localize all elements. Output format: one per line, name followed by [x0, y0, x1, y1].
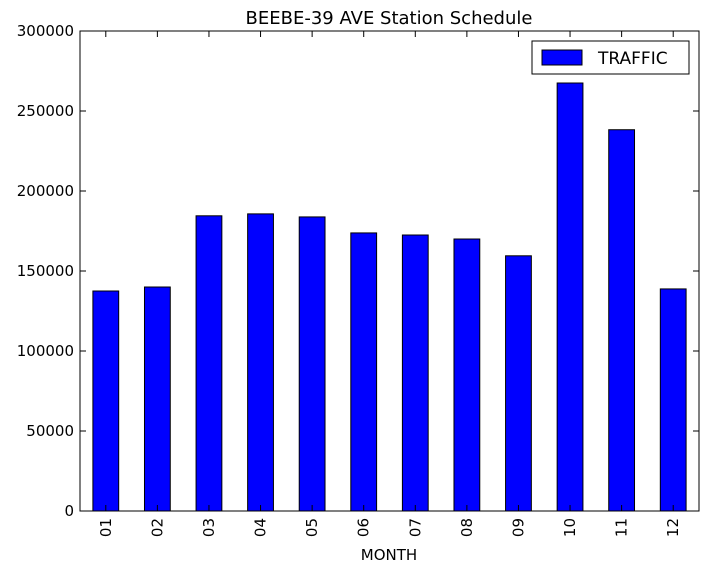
x-tick-label-09: 09 [509, 518, 527, 537]
x-tick-label-12: 12 [664, 518, 682, 537]
bar-08 [453, 238, 481, 512]
y-tick-label-50000: 50000 [26, 422, 74, 440]
x-tick-label-02: 02 [148, 518, 166, 537]
x-tick-label-10: 10 [561, 518, 579, 537]
bar-10 [556, 82, 584, 512]
x-tick-label-06: 06 [355, 518, 373, 537]
x-tick-label-11: 11 [613, 518, 631, 537]
legend: TRAFFIC [531, 40, 690, 75]
bar-03 [195, 215, 223, 512]
x-tick-label-03: 03 [200, 518, 218, 537]
x-tick-label-07: 07 [406, 518, 424, 537]
legend-swatch-traffic [541, 49, 583, 66]
y-tick-label-100000: 100000 [17, 342, 74, 360]
y-tick-label-300000: 300000 [17, 22, 74, 40]
bar-05 [298, 216, 326, 512]
bar-12 [659, 288, 687, 512]
x-tick-label-08: 08 [458, 518, 476, 537]
bars-group [92, 82, 687, 512]
bar-09 [505, 255, 532, 512]
bar-06 [350, 232, 378, 512]
y-axis-ticks: 0 50000 100000 150000 200000 250000 300000 [17, 22, 699, 520]
bar-11 [608, 129, 636, 512]
x-tick-label-01: 01 [97, 518, 115, 537]
plot-frame [79, 30, 700, 512]
bar-01 [92, 290, 120, 512]
x-tick-label-05: 05 [303, 518, 321, 537]
bar-02 [143, 286, 171, 512]
x-tick-label-04: 04 [252, 518, 270, 537]
y-tick-label-250000: 250000 [17, 102, 74, 120]
legend-frame [531, 40, 690, 75]
y-tick-label-0: 0 [64, 502, 74, 520]
y-tick-label-200000: 200000 [17, 182, 74, 200]
x-axis-ticks: 01 02 03 04 05 06 07 08 09 10 11 12 [97, 31, 682, 537]
y-tick-label-150000: 150000 [17, 262, 74, 280]
bar-07 [401, 234, 429, 512]
x-axis-label: MONTH [361, 546, 417, 564]
chart-title: BEEBE-39 AVE Station Schedule [246, 8, 533, 29]
bar-04 [247, 213, 274, 512]
legend-label-traffic: TRAFFIC [597, 49, 668, 69]
